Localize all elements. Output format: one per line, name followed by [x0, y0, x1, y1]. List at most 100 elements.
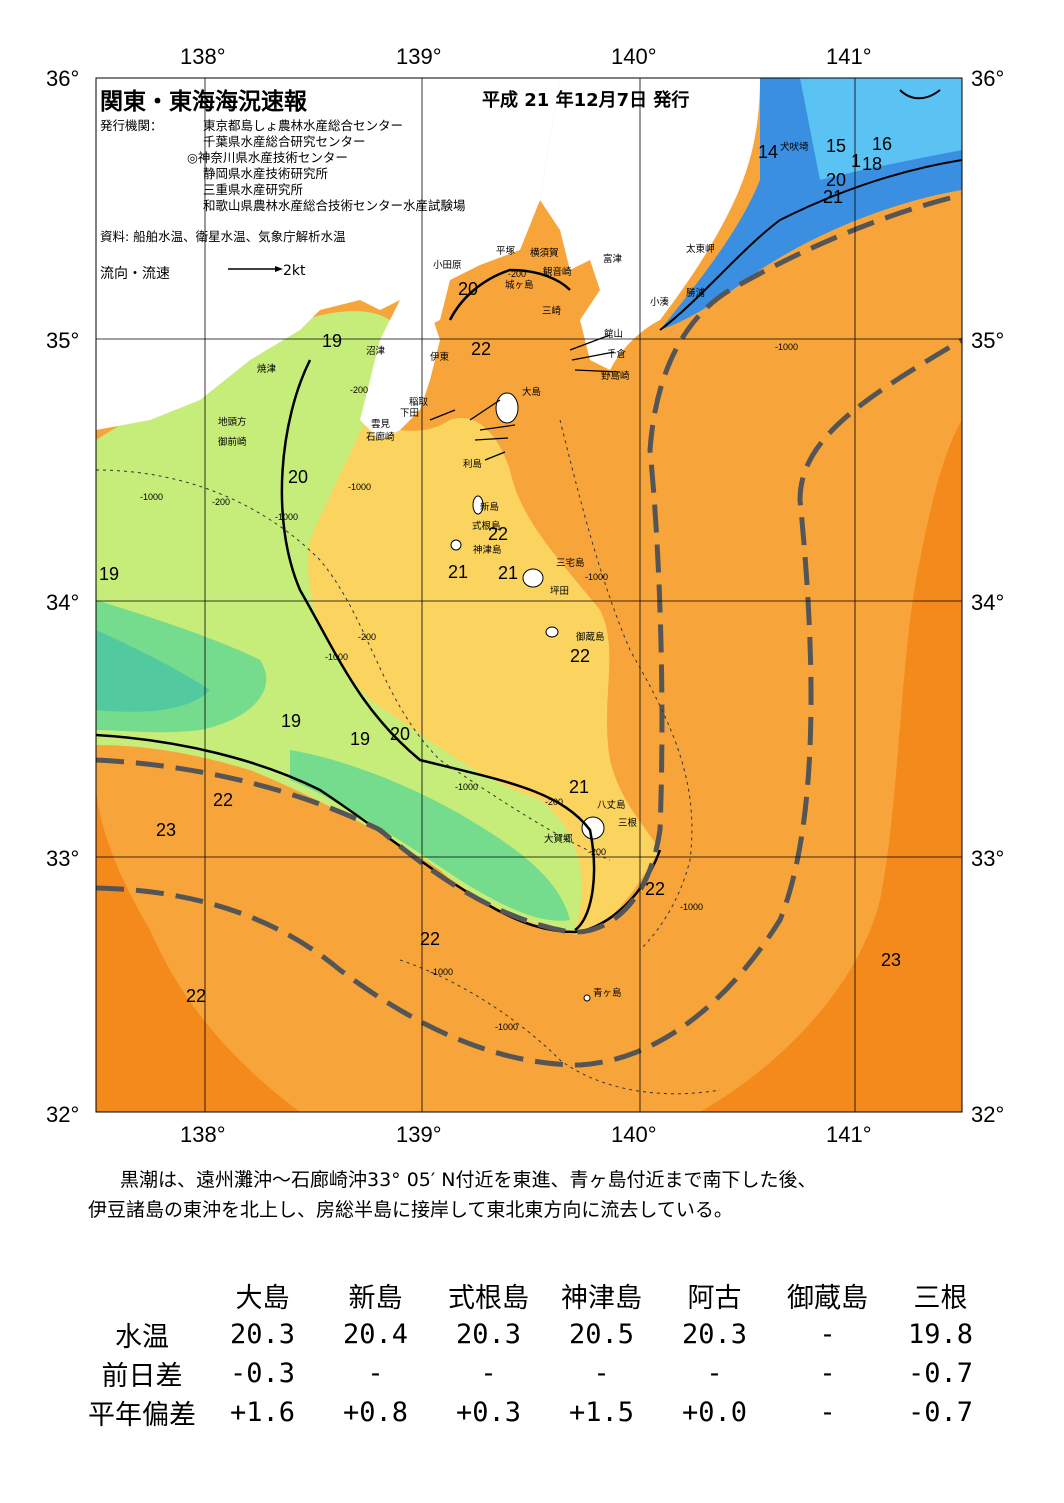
cool-water-20	[96, 311, 582, 930]
isotherm-label: 19	[350, 729, 370, 749]
map-area: 14 15 16 1 18 20 21 19 20 22 20 19 21 22…	[96, 78, 962, 1112]
isotherm-label: 22	[645, 879, 665, 899]
isotherm-north	[899, 89, 941, 100]
depth-label: -200	[350, 385, 368, 395]
island-hachijojima	[581, 816, 605, 840]
place-name: 三崎	[542, 305, 562, 317]
row-label: 前日差	[101, 1361, 183, 1392]
lon-label-bottom: 139°	[396, 1122, 442, 1147]
station-header: 御蔵島	[787, 1282, 868, 1314]
lon-label-top: 140°	[611, 44, 657, 69]
island-aogashima	[583, 994, 591, 1002]
island-kozushima	[450, 539, 462, 551]
station-header: 神津島	[561, 1282, 642, 1314]
table-cell: 20.5	[568, 1319, 635, 1350]
place-name: 犬吠埼	[780, 141, 809, 153]
table-cell: -0.3	[229, 1358, 296, 1389]
station-header: 大島	[235, 1282, 290, 1314]
issuer-item: 三重県水産研究所	[203, 182, 304, 197]
place-name: 小田原	[433, 260, 462, 271]
graticule	[96, 78, 962, 1112]
place-name: 新島	[480, 501, 499, 513]
land-kanto	[540, 78, 760, 370]
land-chubu	[96, 78, 560, 430]
lat-label-left: 35°	[46, 328, 79, 353]
depth-label: -200	[358, 632, 376, 642]
cold-water-15	[800, 78, 962, 180]
table-cell: -	[593, 1358, 610, 1389]
station-header: 新島	[348, 1282, 403, 1314]
place-name: 千倉	[607, 348, 627, 360]
issuer-list: 東京都島しょ農林水産総合センター 千葉県水産総合研究センター ◎神奈川県水産技術…	[187, 118, 466, 214]
place-name: 稲取	[409, 396, 429, 408]
warm-water-23-east	[700, 420, 962, 1112]
isotherm-label: 22	[186, 986, 206, 1006]
depth-label: -1000	[325, 652, 348, 662]
depth-contour-east	[559, 419, 693, 951]
lon-label-top: 138°	[180, 44, 226, 69]
table-cell: 20.3	[681, 1319, 748, 1350]
isotherm-label: 19	[99, 564, 119, 584]
place-name: 大島	[522, 386, 541, 398]
map-title: 関東・東海海況速報	[100, 89, 307, 115]
lon-label-top: 141°	[826, 44, 872, 69]
table-header-row: 大島 新島 式根島 神津島 阿古 御蔵島 三根	[78, 1275, 997, 1315]
place-name: 城ヶ島	[505, 279, 534, 291]
isotherm-label: 20	[288, 467, 308, 487]
table-cell: -0.7	[907, 1397, 974, 1428]
isotherm-label: 22	[471, 339, 491, 359]
place-name: 富津	[603, 253, 623, 265]
isotherm-label: 22	[420, 929, 440, 949]
island-mikurajima	[545, 626, 559, 638]
issuer-item: 千葉県水産総合研究センター	[203, 134, 366, 149]
table-cell: -	[480, 1358, 497, 1389]
lat-label-right: 33°	[971, 846, 1004, 871]
row-label: 平年偏差	[88, 1400, 196, 1431]
warm-water-23-west	[96, 790, 300, 1112]
place-name: 焼津	[257, 363, 277, 375]
isotherm-20-boso	[659, 159, 962, 331]
cool-water-19-south	[290, 750, 570, 921]
issuer-item: ◎神奈川県水産技術センター	[187, 150, 348, 165]
isotherm-label: 18	[862, 154, 882, 174]
current-arrows	[429, 334, 621, 461]
place-name: 青ヶ島	[593, 987, 622, 999]
depth-label: -200	[545, 797, 563, 807]
station-header: 三根	[913, 1282, 968, 1314]
water-temperature-table: 大島 新島 式根島 神津島 阿古 御蔵島 三根 水温 20.3 20.4 20.…	[78, 1275, 997, 1432]
place-name: 三根	[618, 817, 638, 829]
place-name: 野島崎	[601, 370, 630, 382]
kuroshio-axis	[96, 192, 962, 935]
place-name: 小湊	[650, 296, 670, 308]
isotherm-label: 1	[851, 151, 861, 171]
isotherm-label: 22	[213, 790, 233, 810]
data-source: 資料: 船舶水温、衛星水温、気象庁解析水温	[100, 229, 346, 244]
place-name: 三宅島	[556, 557, 585, 569]
table-cell: -	[819, 1319, 836, 1350]
place-name: 八丈島	[597, 799, 626, 811]
lat-label-left: 32°	[46, 1102, 79, 1127]
place-name: 平塚	[496, 246, 516, 257]
island-niijima	[472, 495, 484, 515]
table-row: 前日差 -0.3 - - - - - -0.7	[78, 1354, 997, 1393]
table-cell: 20.3	[229, 1319, 296, 1350]
table-corner	[78, 1275, 206, 1315]
isotherm-label: 21	[448, 562, 468, 582]
depth-label-group: -200 -200 -1000 -200 -1000 -200 -1000 -2…	[140, 269, 798, 1032]
island-miyakejima	[522, 568, 544, 588]
isotherm-label: 21	[823, 187, 843, 207]
lat-label-right: 35°	[971, 328, 1004, 353]
issuer-item: 東京都島しょ農林水産総合センター	[203, 118, 404, 133]
table-row: 平年偏差 +1.6 +0.8 +0.3 +1.5 +0.0 - -0.7	[78, 1393, 997, 1432]
isotherm-label: 19	[281, 711, 301, 731]
depth-contour-south	[399, 959, 721, 1095]
place-name-group: 犬吠埼 太東岬 勝浦 小湊 館山 千倉 野島崎 富津 観音崎 横須賀 平塚 小田…	[218, 141, 809, 999]
place-name: 勝浦	[686, 287, 706, 299]
depth-label: -1000	[140, 492, 163, 502]
sea-temperature-map: 14 15 16 1 18 20 21 19 20 22 20 19 21 22…	[46, 44, 1004, 1147]
description-line: 伊豆諸島の東沖を北上し、房総半島に接岸して東北東方向に流去している。	[88, 1199, 733, 1221]
island-oshima	[495, 392, 519, 424]
depth-label: -1000	[348, 482, 371, 492]
isotherm-label: 16	[872, 134, 892, 154]
place-name: 沼津	[366, 346, 386, 357]
